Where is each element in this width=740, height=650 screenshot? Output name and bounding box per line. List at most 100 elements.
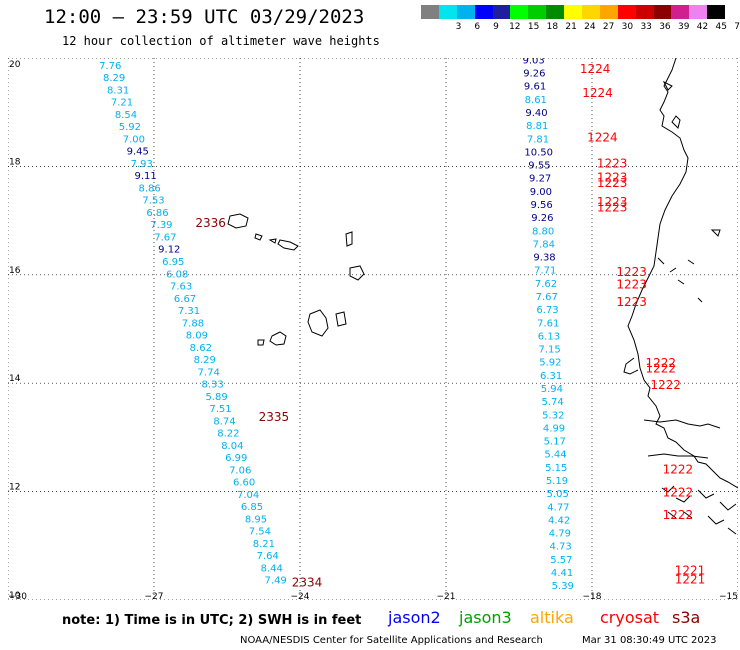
page-title: 12:00 – 23:59 UTC 03/29/2023 xyxy=(44,6,365,28)
satellite-jason2-label: jason2 xyxy=(388,608,441,627)
wave-height-value: 6.73 xyxy=(536,305,558,316)
wave-height-value: 7.67 xyxy=(154,232,176,243)
legend-swatch xyxy=(528,5,547,19)
wave-height-value: 6.86 xyxy=(146,208,168,219)
wave-height-value: 4.41 xyxy=(551,568,573,579)
pass-time-label: 1222 xyxy=(663,508,694,522)
satellite-s3a-label: s3a xyxy=(672,608,701,627)
legend-swatch xyxy=(689,5,708,19)
wave-height-value: 7.53 xyxy=(142,196,164,207)
lon-tick-label: −18 xyxy=(583,592,602,600)
sao-vicente-island xyxy=(254,233,263,241)
wave-height-value: 4.99 xyxy=(543,423,565,434)
pass-time-label: 1222 xyxy=(646,356,677,370)
pass-time-label: 2334 xyxy=(292,575,323,589)
legend-swatch xyxy=(421,5,439,19)
wave-height-value: 4.77 xyxy=(547,502,569,513)
santo-antao-island xyxy=(227,213,249,229)
color-legend-labels: 36912151821242730333639424570(ft) xyxy=(421,22,740,34)
gambia-river xyxy=(643,419,721,429)
wave-height-value: 5.74 xyxy=(541,397,563,408)
wave-height-value: 7.88 xyxy=(182,318,204,329)
pass-time-label: 1222 xyxy=(663,485,694,499)
legend-tick-label: 12 xyxy=(509,22,521,32)
legend-tick-label: 30 xyxy=(621,22,634,32)
wave-height-value: 9.03 xyxy=(522,58,544,66)
wave-height-value: 7.21 xyxy=(111,98,133,109)
pass-time-label: 1221 xyxy=(675,564,706,578)
pass-time-label: 1223 xyxy=(597,176,628,190)
legend-swatch xyxy=(492,5,511,19)
wave-height-value: 6.08 xyxy=(166,269,188,280)
legend-swatch xyxy=(671,5,690,19)
lat-tick-label: 12 xyxy=(9,483,20,493)
wave-height-value: 6.13 xyxy=(538,331,560,342)
wave-height-value: 7.31 xyxy=(178,306,200,317)
legend-tick-label: 24 xyxy=(584,22,596,32)
pass-time-label: 1223 xyxy=(597,171,628,185)
wave-height-value: 9.11 xyxy=(135,171,157,182)
wave-height-value: 5.89 xyxy=(205,392,227,403)
lon-tick-label: −30 xyxy=(8,592,27,600)
wave-height-value: 6.85 xyxy=(241,502,263,513)
wave-height-value: 9.00 xyxy=(530,187,552,198)
wave-height-value: 7.15 xyxy=(539,345,561,356)
legend-swatch xyxy=(707,5,726,19)
bijagos-islands xyxy=(661,485,737,535)
satellite-altika-label: altika xyxy=(530,608,574,627)
boa-vista-island xyxy=(349,265,365,281)
wave-height-value: 8.21 xyxy=(253,539,275,550)
legend-tick-label: 45 xyxy=(715,22,727,32)
wave-height-value: 7.67 xyxy=(536,292,558,303)
wave-height-value: 9.61 xyxy=(524,82,546,93)
wave-height-value: 8.44 xyxy=(261,563,283,574)
wave-height-value: 8.81 xyxy=(526,121,548,132)
pass-time-label: 1224 xyxy=(582,86,613,100)
page-subtitle: 12 hour collection of altimeter wave hei… xyxy=(62,34,380,48)
legend-swatch xyxy=(456,5,475,19)
wave-height-value: 6.60 xyxy=(233,478,255,489)
wave-height-value: 5.94 xyxy=(541,384,563,395)
wave-height-value: 5.92 xyxy=(119,122,141,133)
wave-height-value: 5.19 xyxy=(546,476,568,487)
fogo-island xyxy=(269,331,287,346)
wave-height-value: 7.64 xyxy=(257,551,279,562)
pass-time-label: 1223 xyxy=(597,200,628,214)
coast-inlet-2 xyxy=(662,80,673,91)
satellite-cryosat-label: cryosat xyxy=(600,608,660,627)
wave-height-value: 8.22 xyxy=(217,429,239,440)
land-outlines xyxy=(227,58,738,535)
legend-tick-label: 3 xyxy=(455,22,462,32)
wave-height-value: 5.17 xyxy=(544,437,566,448)
pass-time-label: 1222 xyxy=(646,361,677,375)
wave-height-value: 8.33 xyxy=(201,380,223,391)
casamance-river xyxy=(647,453,709,459)
lon-tick-label: −15 xyxy=(719,592,738,600)
wave-height-value: 8.54 xyxy=(115,110,137,121)
wave-height-value: 4.79 xyxy=(549,529,571,540)
wave-height-value: 7.51 xyxy=(209,404,231,415)
lat-tick-label: 10 xyxy=(9,591,21,600)
legend-swatch xyxy=(582,5,600,19)
wave-height-value: 5.57 xyxy=(550,555,572,566)
lat-tick-label: 20 xyxy=(9,60,21,70)
wave-height-value: 9.45 xyxy=(127,147,149,158)
wave-height-value: 8.86 xyxy=(138,183,160,194)
wave-height-value: 9.12 xyxy=(158,245,180,256)
coast-islets xyxy=(657,229,721,303)
pass-time-label: 1223 xyxy=(616,265,647,279)
wave-height-value: 7.76 xyxy=(99,61,121,72)
pass-time-label: 1223 xyxy=(616,277,647,291)
legend-tick-label: 27 xyxy=(602,22,615,32)
lat-tick-label: 18 xyxy=(9,157,21,167)
pass-time-label: 1222 xyxy=(650,378,681,392)
legend-tick-label: 15 xyxy=(527,22,540,32)
wave-height-value: 8.09 xyxy=(186,331,208,342)
wave-height-value: 7.74 xyxy=(198,367,220,378)
wave-height-value: 7.81 xyxy=(527,134,549,145)
pass-time-label: 2336 xyxy=(195,216,226,230)
legend-swatch xyxy=(564,5,583,19)
wave-height-value: 5.92 xyxy=(539,358,561,369)
lon-tick-label: −27 xyxy=(145,592,164,600)
wave-height-value: 9.55 xyxy=(528,161,550,172)
